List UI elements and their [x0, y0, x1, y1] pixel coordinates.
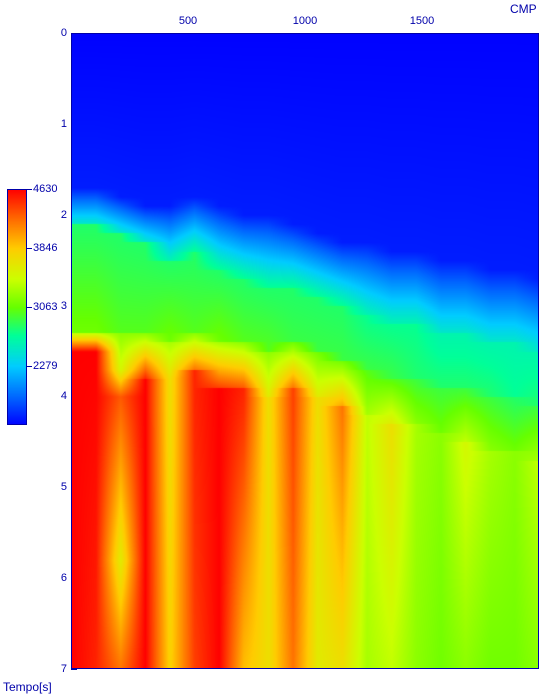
y-tick-label: 7	[53, 663, 67, 675]
y-tick	[71, 669, 77, 670]
colorbar-tick	[27, 366, 32, 367]
colorbar-border	[7, 189, 27, 425]
y-tick-label: 4	[53, 390, 67, 402]
x-tick-label: 500	[179, 15, 197, 27]
y-tick-label: 5	[53, 481, 67, 493]
colorbar-tick-label: 2279	[33, 360, 57, 372]
plot-border	[71, 33, 539, 669]
y-tick-label: 0	[53, 27, 67, 39]
colorbar-tick	[27, 307, 32, 308]
y-tick-label: 6	[53, 572, 67, 584]
y-tick-label: 2	[53, 209, 67, 221]
colorbar-tick-label: 4630	[33, 183, 57, 195]
colorbar-tick	[27, 248, 32, 249]
colorbar-tick-label: 3063	[33, 301, 57, 313]
y-tick-label: 1	[53, 118, 67, 130]
x-tick-label: 1500	[410, 15, 434, 27]
colorbar-tick-label: 3846	[33, 242, 57, 254]
y-axis-label: Tempo[s]	[3, 680, 52, 694]
x-tick-label: 1000	[293, 15, 317, 27]
x-axis-label: CMP	[510, 2, 537, 16]
colorbar-tick	[27, 189, 32, 190]
